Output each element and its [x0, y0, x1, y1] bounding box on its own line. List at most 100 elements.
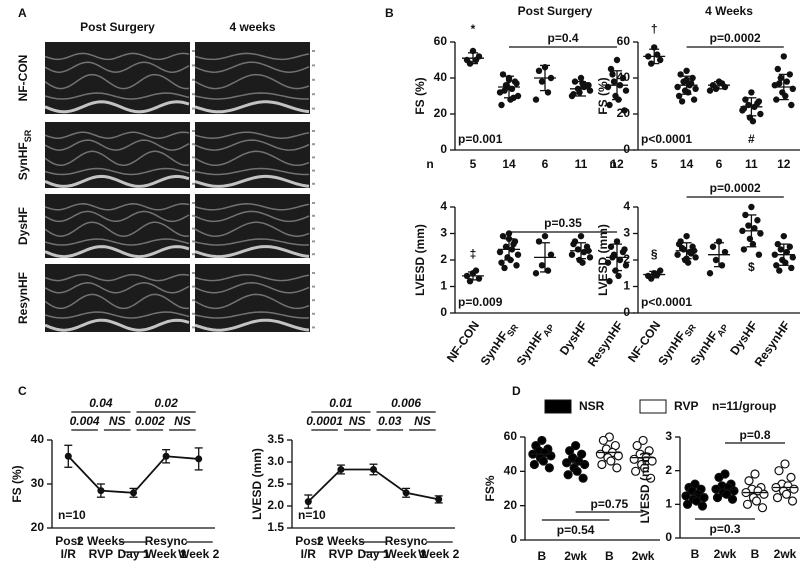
data-point [678, 98, 686, 105]
p-value: p=0.75 [591, 497, 629, 511]
echo-trace [44, 92, 190, 100]
data-point [773, 262, 780, 269]
bracket-label: 0.0001 [306, 414, 343, 428]
echo-trace [194, 245, 310, 259]
echo-trace [44, 245, 190, 259]
legend-note: n=11/group [712, 399, 776, 413]
data-point [776, 80, 783, 87]
echo-image [194, 122, 315, 188]
scale-dot [192, 253, 195, 256]
data-point [727, 494, 738, 504]
echo-trace [194, 293, 310, 310]
echo-trace [194, 210, 310, 223]
y-tick-label: 60 [617, 34, 631, 48]
data-point [466, 278, 474, 285]
echo-trace [194, 221, 310, 237]
data-point [697, 501, 708, 511]
data-point [787, 496, 798, 506]
echo-trace [194, 139, 310, 151]
x-tick-label: B [751, 547, 760, 561]
data-point [544, 267, 552, 274]
echo-image [44, 42, 195, 114]
y-tick-label: 40 [504, 464, 518, 478]
data-point [777, 246, 784, 253]
echo-trace [44, 150, 190, 167]
echo-trace [194, 92, 310, 100]
data-point [529, 459, 539, 470]
y-tick-label: 2 [440, 252, 447, 266]
data-point [706, 87, 714, 94]
p-value: p=0.8 [739, 428, 770, 442]
scale-dot [192, 299, 195, 302]
scale-dot [312, 214, 315, 217]
data-point [570, 91, 577, 98]
data-point [709, 243, 717, 250]
y-tick-label: 60 [504, 429, 518, 443]
scale-dot [192, 93, 195, 96]
p-value: p=0.4 [547, 31, 578, 45]
bracket-label: 0.004 [70, 414, 100, 428]
echo-trace [44, 167, 190, 176]
scale-dot [192, 227, 195, 230]
data-point [622, 262, 630, 269]
data-point [607, 243, 615, 250]
data-point [751, 225, 758, 232]
p-value: p=0.009 [458, 295, 503, 309]
data-point [692, 254, 699, 261]
data-point [751, 496, 762, 506]
data-point [604, 259, 612, 266]
data-point [748, 203, 755, 211]
data-point [502, 243, 510, 250]
y-axis-label: FS (%) [10, 465, 24, 502]
echo-trace [44, 131, 190, 139]
data-point [576, 89, 583, 96]
n-row-label: n [426, 157, 433, 171]
echo-trace [44, 273, 190, 282]
echo-trace [44, 203, 190, 211]
data-point [579, 259, 586, 266]
data-point [754, 217, 761, 224]
data-point [646, 473, 656, 483]
y-axis-label: LVESD (mm) [638, 452, 652, 524]
x-tick-label: Week 1 [386, 547, 427, 561]
echo-image [194, 194, 315, 259]
legend-swatch [544, 399, 572, 414]
subscript: SR [23, 129, 33, 142]
x-tick-label: 2 Weeks [317, 534, 365, 548]
panel-label: D [512, 384, 521, 398]
data-point [402, 489, 410, 497]
data-point [64, 452, 72, 460]
data-point [789, 484, 799, 494]
y-tick-label: 3 [440, 226, 447, 240]
data-point [657, 56, 664, 64]
echo-trace [44, 61, 190, 73]
data-point [580, 459, 590, 470]
x-tick-label: DysHF [727, 319, 760, 358]
annotation-symbol: * [471, 22, 476, 36]
scale-dot [312, 202, 315, 204]
data-point [606, 101, 613, 109]
row-label: NF-CON [16, 55, 30, 102]
scale-dot [192, 326, 195, 329]
data-point [568, 251, 576, 258]
data-point [538, 262, 546, 269]
data-point [755, 98, 763, 105]
scale-dot [192, 214, 195, 217]
data-point [613, 56, 621, 64]
echo-trace [44, 293, 190, 310]
scale-dot [312, 169, 315, 172]
subscript: AP [541, 323, 556, 339]
data-point [598, 435, 608, 446]
y-tick-label: 20 [31, 520, 45, 534]
echo-trace [44, 100, 190, 114]
data-point [616, 256, 624, 264]
data-point [612, 463, 622, 473]
n-label: 14 [502, 157, 516, 171]
y-tick-label: 30 [31, 476, 45, 490]
data-point [606, 278, 613, 285]
n-label: 14 [680, 157, 694, 171]
y-axis-label: LVESD (mm) [413, 224, 427, 296]
column-header: Post Surgery [80, 20, 155, 34]
data-point [742, 499, 753, 509]
bracket-label: 0.04 [89, 396, 113, 410]
